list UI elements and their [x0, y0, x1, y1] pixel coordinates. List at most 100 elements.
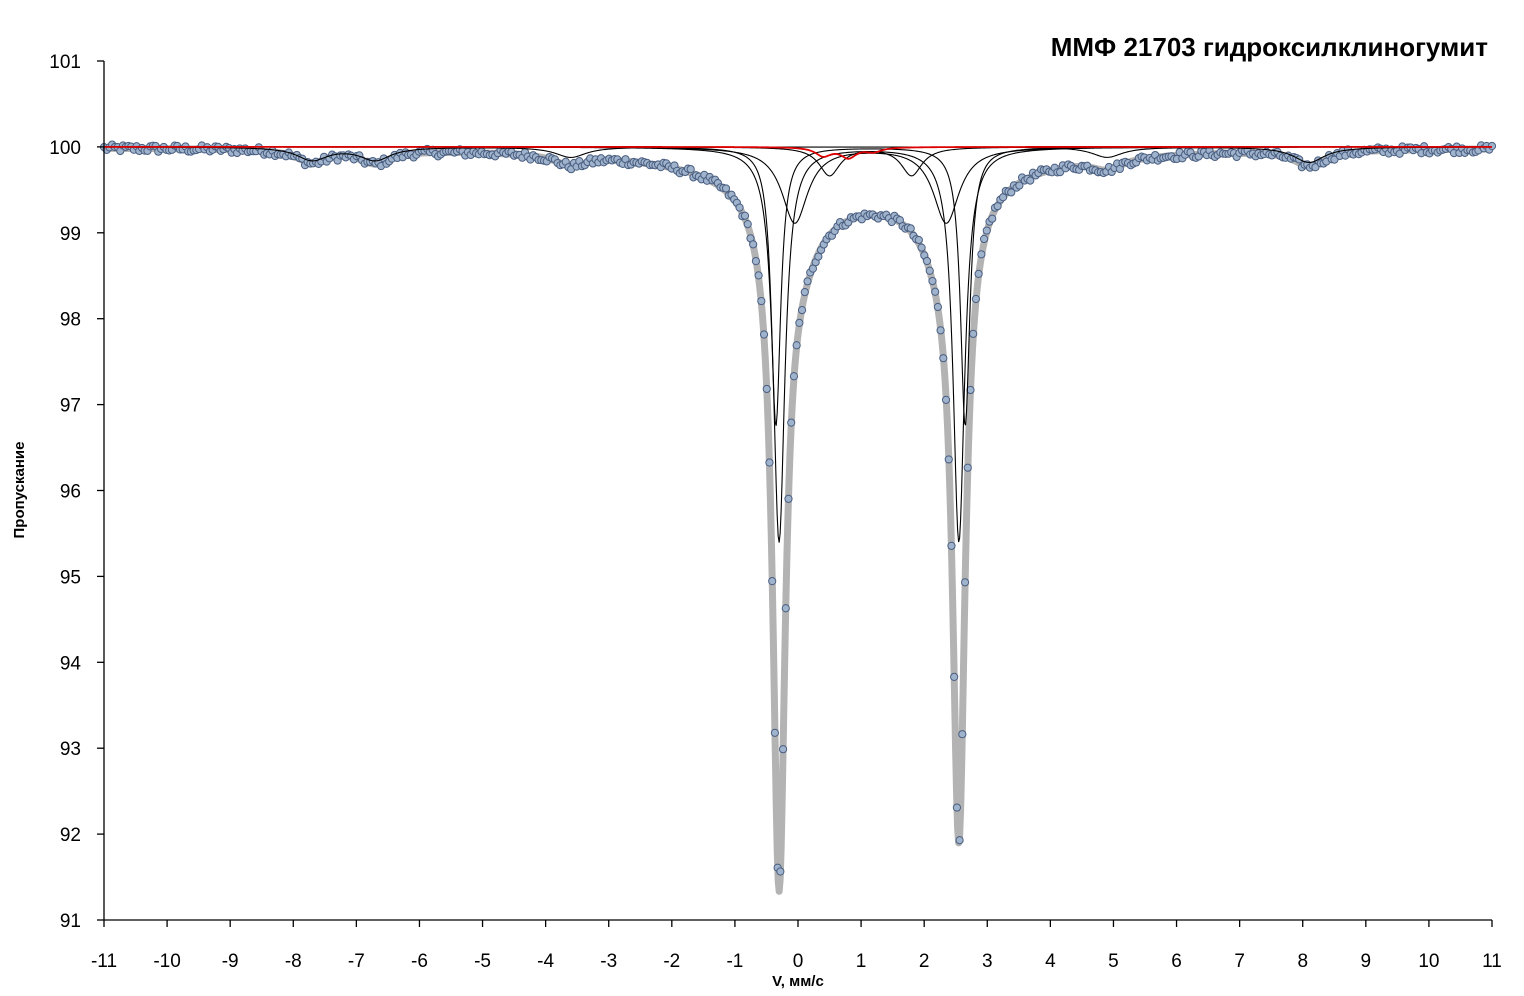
x-tick-label: -11 — [91, 951, 117, 972]
data-point — [751, 257, 761, 266]
data-point — [952, 803, 962, 812]
x-tick-label: -10 — [153, 951, 180, 972]
x-tick-label: 4 — [1045, 951, 1056, 972]
data-point — [762, 384, 771, 394]
y-tick-label: 97 — [60, 396, 81, 417]
data-point — [721, 184, 731, 193]
x-tick-label: -2 — [663, 951, 680, 972]
x-tick-label: 6 — [1171, 951, 1182, 972]
x-ticks: -11 -10 -9 -8 -7 -6 -5 -4 -3 -2 -1 0 1 2 3 4 5 6 7 8 9 10 11 — [91, 920, 1502, 972]
data-point — [988, 214, 997, 223]
y-tick-label: 100 — [49, 138, 81, 159]
data-point — [947, 541, 956, 550]
component-2-line — [104, 146, 1492, 426]
data-point — [778, 745, 788, 754]
chart-title: ММФ 21703 гидроксилклиногумит — [1051, 32, 1489, 62]
data-point — [1026, 176, 1035, 185]
data-point — [787, 418, 796, 427]
x-tick-label: -7 — [348, 951, 365, 972]
data-point — [971, 294, 981, 304]
data-point — [939, 354, 948, 363]
x-tick-label: -9 — [222, 951, 239, 972]
data-point — [759, 330, 769, 339]
y-tick-label: 94 — [60, 653, 82, 674]
x-tick-label: -6 — [411, 951, 428, 972]
plot-area — [99, 140, 1497, 895]
data-point — [743, 219, 752, 229]
y-tick-label: 98 — [60, 310, 81, 331]
y-tick-label: 95 — [60, 567, 81, 588]
data-point — [784, 494, 793, 503]
data-point — [928, 276, 937, 286]
x-tick-label: 8 — [1297, 951, 1308, 972]
data-point — [1395, 149, 1404, 158]
data-point — [969, 329, 978, 338]
x-tick-label: 1 — [856, 951, 867, 972]
data-point — [936, 326, 945, 335]
data-point — [686, 165, 695, 174]
data-point — [1015, 181, 1024, 190]
data-point — [982, 226, 991, 235]
data-point — [906, 224, 915, 233]
y-tick-label: 91 — [60, 911, 81, 932]
data-point — [814, 252, 823, 261]
data-point — [977, 250, 986, 259]
data-point — [754, 271, 763, 280]
x-tick-label: 2 — [919, 951, 930, 972]
x-tick-label: -8 — [285, 951, 302, 972]
y-tick-label: 92 — [60, 825, 81, 846]
data-point — [963, 463, 972, 472]
data-point — [960, 578, 970, 587]
x-tick-label: -1 — [726, 951, 743, 972]
y-tick-label: 96 — [60, 482, 81, 503]
x-axis-label: V, мм/с — [772, 973, 824, 990]
data-point — [792, 341, 801, 350]
data-point — [770, 728, 780, 737]
data-point — [765, 458, 774, 467]
data-point — [925, 266, 934, 275]
x-tick-label: -3 — [600, 951, 617, 972]
y-ticks: 91 92 93 94 95 96 97 98 99 100 101 — [49, 52, 104, 932]
data-point — [933, 302, 942, 312]
y-axis-label: Пропускание — [11, 442, 28, 539]
data-point — [914, 235, 923, 245]
data-point — [735, 203, 744, 212]
x-tick-label: 3 — [982, 951, 993, 972]
x-tick-label: 9 — [1361, 951, 1372, 972]
data-point — [740, 211, 750, 220]
envelope-fit-line — [101, 144, 1495, 895]
data-point — [979, 234, 989, 244]
data-point — [955, 836, 964, 845]
data-point — [1007, 188, 1016, 197]
data-point — [795, 318, 804, 327]
data-point — [1056, 168, 1065, 177]
data-point — [797, 306, 807, 315]
data-point — [789, 372, 799, 381]
x-tick-label: 10 — [1418, 951, 1439, 972]
data-point — [974, 269, 983, 279]
data-point — [931, 287, 940, 296]
data-point — [768, 577, 777, 586]
data-point — [800, 287, 809, 297]
component-6-red-line — [104, 146, 1492, 160]
data-point — [922, 256, 932, 266]
data-point — [917, 243, 926, 252]
data-point — [803, 277, 812, 286]
x-tick-label: 0 — [793, 951, 804, 972]
data-point — [757, 296, 766, 306]
y-tick-label: 99 — [60, 224, 81, 245]
data-point — [1311, 163, 1320, 172]
data-point — [749, 240, 758, 249]
x-tick-label: -4 — [537, 951, 554, 972]
data-point — [776, 867, 785, 876]
data-point — [781, 604, 790, 613]
data-point — [944, 455, 953, 464]
data-point — [958, 730, 967, 739]
y-tick-label: 93 — [60, 739, 81, 760]
component-5-line — [104, 146, 1492, 164]
x-tick-label: 5 — [1108, 951, 1119, 972]
data-point — [950, 672, 959, 681]
x-tick-label: -5 — [474, 951, 491, 972]
data-point — [941, 395, 951, 404]
